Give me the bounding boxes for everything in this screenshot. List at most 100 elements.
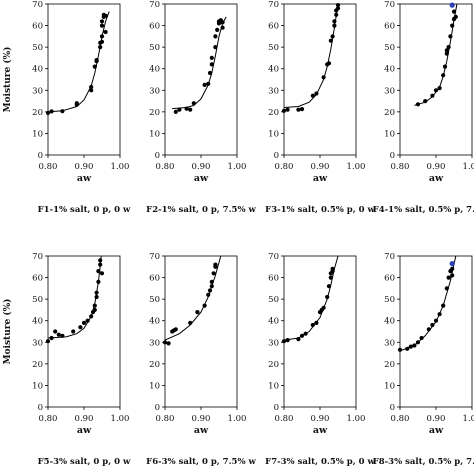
data-point xyxy=(405,346,410,351)
data-point xyxy=(281,339,287,344)
data-point xyxy=(60,333,65,338)
x-tick-label: 0.90 xyxy=(192,162,211,172)
data-point xyxy=(334,12,339,17)
data-point xyxy=(209,284,214,289)
x-tick-label: 0.90 xyxy=(311,414,330,424)
y-tick-label: 30 xyxy=(149,86,160,96)
data-point xyxy=(173,109,178,114)
x-axis-label: aw xyxy=(429,425,444,436)
data-point xyxy=(89,314,94,319)
y-tick-label: 60 xyxy=(149,22,160,32)
y-tick-label: 30 xyxy=(268,86,279,96)
data-point xyxy=(335,6,341,11)
data-point xyxy=(326,61,332,66)
y-tick-label: 20 xyxy=(149,360,160,370)
data-point xyxy=(207,70,213,76)
data-point xyxy=(71,329,76,334)
x-tick-label: 0.90 xyxy=(192,414,211,424)
data-point xyxy=(99,19,105,24)
data-point xyxy=(94,58,99,63)
data-point xyxy=(441,303,446,308)
data-point xyxy=(330,266,335,271)
data-point xyxy=(215,27,220,32)
fitted-curve xyxy=(48,256,102,339)
chart-panel-7: 0 10 20 30 40 50 60 70 0.80 0.90 1.00 aw F7-3% salt,… xyxy=(265,252,375,467)
y-tick-label: 10 xyxy=(384,381,395,391)
data-point xyxy=(53,329,58,334)
y-tick-label: 60 xyxy=(268,22,279,32)
fitted-curve xyxy=(48,11,110,113)
x-axis-label: aw xyxy=(194,425,209,436)
data-point xyxy=(310,322,315,328)
y-tick-label: 0 xyxy=(38,151,43,161)
x-tick-label: 1.00 xyxy=(111,414,130,424)
x-tick-label: 0.90 xyxy=(75,414,94,424)
y-tick-label: 70 xyxy=(268,0,279,10)
fitted-curve xyxy=(172,16,227,110)
y-tick-label: 70 xyxy=(384,252,395,262)
y-tick-label: 20 xyxy=(32,360,43,370)
data-point xyxy=(433,318,439,323)
data-point xyxy=(92,64,97,69)
data-point xyxy=(207,288,213,293)
data-point xyxy=(299,333,305,338)
y-tick-label: 0 xyxy=(390,151,395,161)
y-tick-label: 50 xyxy=(149,295,160,305)
plot-frame xyxy=(399,255,473,408)
fitted-curve xyxy=(284,4,339,108)
x-tick-label: 1.00 xyxy=(347,162,366,172)
data-point xyxy=(60,109,65,114)
data-point xyxy=(437,86,442,91)
panel-caption: F1-1% salt, 0 p, 0 w xyxy=(38,205,131,215)
data-point xyxy=(49,335,54,341)
data-point xyxy=(321,305,326,310)
data-point xyxy=(328,38,333,43)
y-tick-label: 40 xyxy=(268,317,279,327)
data-point xyxy=(191,101,196,106)
chart-panel-1: 0 10 20 30 40 50 60 70 0.80 0.90 1.00 aw F1-1% salt,… xyxy=(2,0,131,215)
data-point xyxy=(433,88,439,93)
data-point xyxy=(99,39,105,44)
y-tick-label: 50 xyxy=(32,43,43,53)
data-point xyxy=(408,344,413,349)
y-tick-label: 50 xyxy=(384,43,395,53)
data-point xyxy=(423,99,428,104)
plot-frame xyxy=(164,255,238,408)
y-tick-label: 30 xyxy=(149,338,160,348)
data-point xyxy=(99,34,105,39)
data-point xyxy=(45,339,51,344)
data-point xyxy=(206,81,211,86)
y-tick-label: 0 xyxy=(274,403,279,413)
panel-caption: F7-3% salt, 0.5% p, 0 w xyxy=(265,457,375,467)
x-tick-label: 0.80 xyxy=(275,414,294,424)
y-tick-label: 0 xyxy=(155,151,160,161)
y-tick-label: 10 xyxy=(32,129,43,139)
data-point xyxy=(96,279,101,284)
data-point xyxy=(441,73,446,78)
data-point xyxy=(430,322,435,328)
y-tick-label: 20 xyxy=(384,108,395,118)
data-point xyxy=(211,271,216,276)
x-tick-label: 0.80 xyxy=(391,162,410,172)
x-tick-label: 1.00 xyxy=(111,162,130,172)
y-tick-label: 10 xyxy=(384,129,395,139)
y-tick-label: 70 xyxy=(32,252,43,262)
fitted-curve xyxy=(284,256,339,341)
y-tick-label: 60 xyxy=(384,22,395,32)
chart-panel-2: 0 10 20 30 40 50 60 70 0.80 0.90 1.00 aw F2-1% salt,… xyxy=(146,0,256,215)
data-point xyxy=(310,93,315,98)
data-point xyxy=(451,9,457,14)
data-point xyxy=(397,347,403,352)
y-tick-label: 70 xyxy=(149,0,160,10)
x-tick-label: 1.00 xyxy=(228,162,247,172)
x-tick-label: 1.00 xyxy=(347,414,366,424)
data-point xyxy=(92,307,97,312)
data-point xyxy=(330,34,335,39)
y-tick-label: 40 xyxy=(268,65,279,75)
y-tick-label: 20 xyxy=(384,360,395,370)
y-tick-label: 60 xyxy=(268,274,279,284)
data-point xyxy=(74,102,79,107)
y-tick-label: 30 xyxy=(32,86,43,96)
data-point xyxy=(162,340,168,345)
